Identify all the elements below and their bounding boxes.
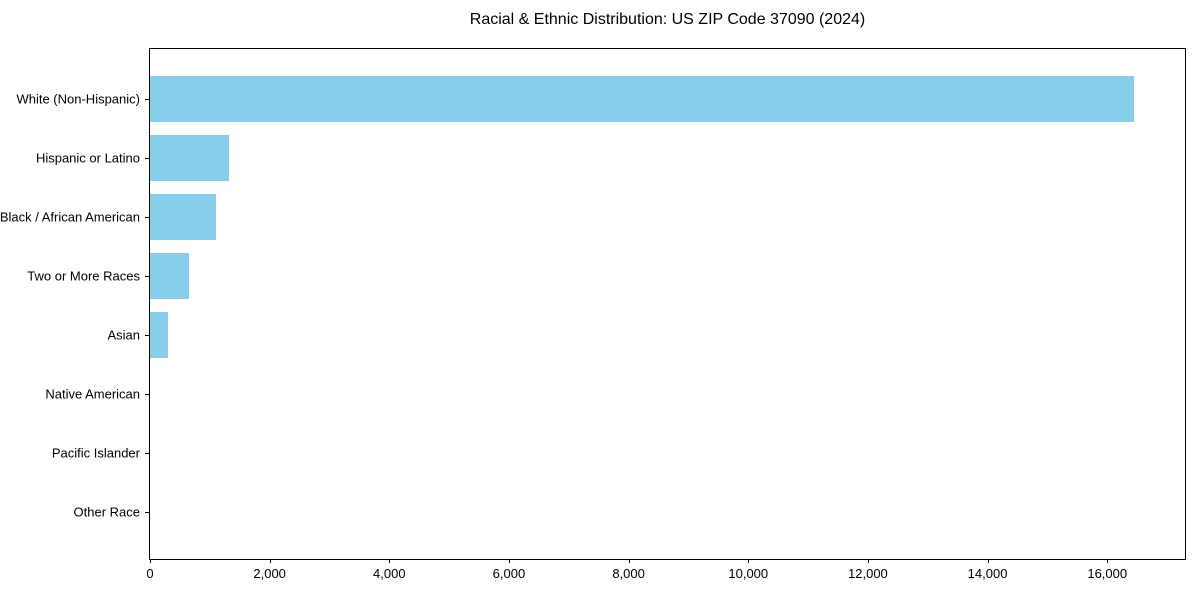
x-tick-mark [150,559,151,563]
bar [150,134,229,181]
x-tick-label: 12,000 [848,566,888,581]
y-tick-mark [145,394,149,396]
y-tick-mark [145,216,149,218]
x-tick-label: 10,000 [728,566,769,581]
y-tick-mark [145,98,149,100]
bar [150,193,216,240]
bar [150,75,1135,122]
y-axis-label: Asian [107,327,140,343]
y-axis-label: Two or More Races [27,268,140,284]
x-tick-label: 6,000 [492,566,526,581]
bar [150,312,168,359]
y-axis-label: White (Non-Hispanic) [16,91,140,107]
x-tick-mark [987,559,989,563]
x-tick-mark [389,559,391,563]
x-tick-label: 16,000 [1087,566,1128,581]
y-tick-mark [145,512,149,514]
y-axis-label: Black / African American [0,209,140,225]
y-axis-label: Native American [45,386,140,402]
bar [150,252,189,299]
x-tick-mark [508,559,510,563]
chart-row: Asian [107,306,1185,365]
chart-row: Other Race [74,483,1185,542]
y-tick-mark [145,335,149,337]
x-tick-label: 2,000 [253,566,286,581]
x-tick-label: 8,000 [612,566,645,581]
y-tick-mark [145,157,149,159]
x-tick-mark [867,559,869,563]
chart-row: White (Non-Hispanic) [16,69,1185,128]
y-tick-mark [145,275,149,277]
y-axis-label: Other Race [73,504,140,520]
x-tick-label: 4,000 [373,566,406,581]
x-tick-mark [269,559,271,563]
chart-row: Hispanic or Latino [36,128,1185,187]
x-tick-mark [1107,559,1109,563]
y-axis-label: Hispanic or Latino [35,150,140,166]
x-tick-mark [628,559,630,563]
chart-title: Racial & Ethnic Distribution: US ZIP Cod… [469,11,866,28]
plot-area: White (Non-Hispanic) Hispanic or Latino Bl… [0,48,1186,581]
x-tick-mark [748,559,750,563]
chart-row: Pacific Islander [52,424,1185,483]
bars-container: White (Non-Hispanic) Hispanic or Latino Bl… [0,69,1185,542]
x-tick-label: 0 [146,566,154,581]
chart-row: Black / African American [0,187,1185,246]
y-tick-mark [145,453,149,455]
x-tick-label: 14,000 [967,566,1008,581]
y-axis-label: Pacific Islander [51,445,140,461]
chart-row: Native American [45,365,1185,424]
chart-row: Two or More Races [27,246,1185,305]
